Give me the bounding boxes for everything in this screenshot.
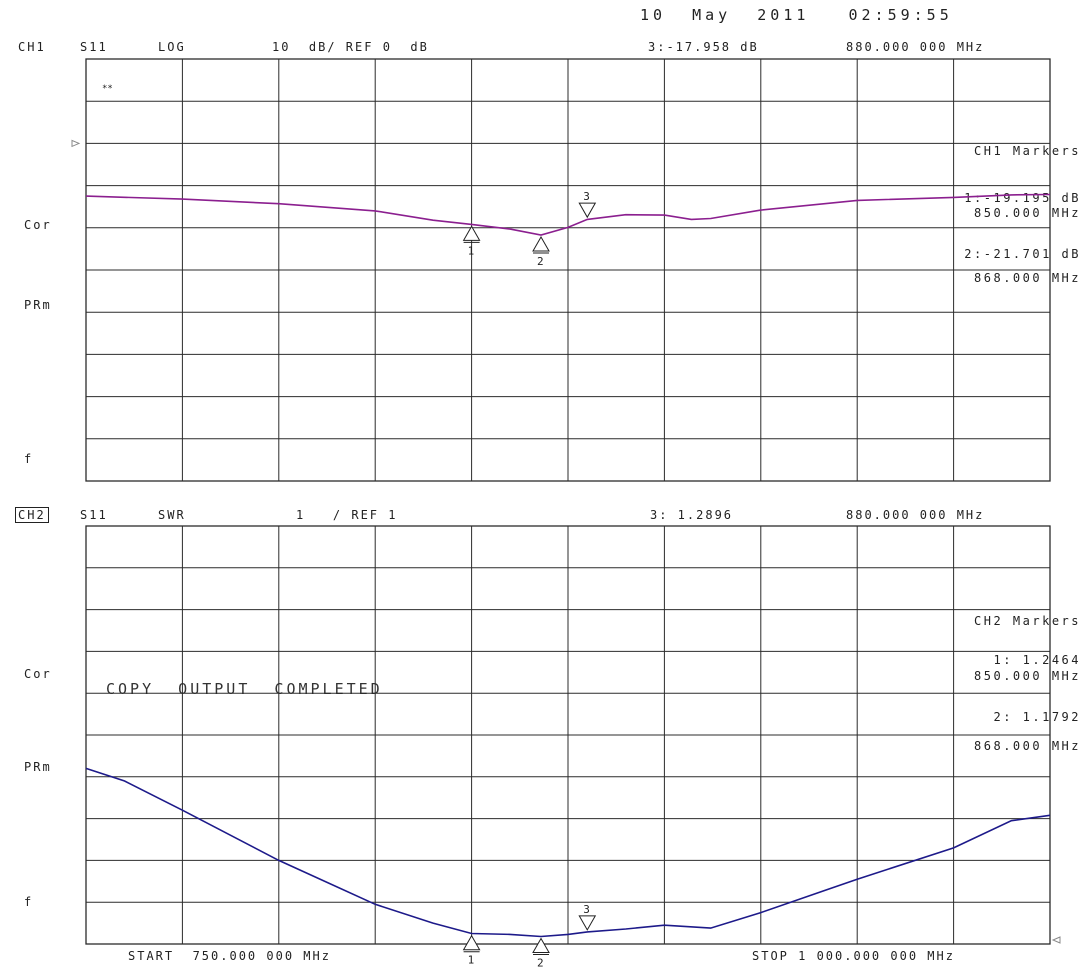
- ch1-active-marker-freq: 880.000 000 MHz: [846, 40, 985, 54]
- ch2-readout-1-freq: 850.000 MHz: [974, 669, 1081, 683]
- marker-2-icon: [532, 937, 550, 954]
- ch2-format: SWR: [158, 508, 186, 522]
- ch2-cor-label: Cor: [24, 667, 52, 681]
- reference-level-icon: [71, 139, 81, 148]
- ch1-cor-label: Cor: [24, 218, 52, 232]
- ch2-param: S11: [80, 508, 108, 522]
- trace-line: [85, 767, 1051, 938]
- ch2-active-marker-value: 3: 1.2896: [650, 508, 734, 522]
- marker-2-number: 2: [537, 957, 544, 969]
- marker-1-number: 1: [468, 954, 475, 967]
- ch2-readout-2-freq: 868.000 MHz: [974, 739, 1081, 753]
- ch1-active-marker-value: 3:-17.958 dB: [648, 40, 759, 54]
- ch1-markers-title: CH1 Markers: [974, 144, 1081, 158]
- marker-2-icon: [532, 235, 550, 252]
- channel-1-plot: 1 2 3: [71, 58, 1051, 482]
- ch1-readout-2-value: 2:-21.701 dB: [964, 247, 1081, 261]
- marker-3-icon: [578, 915, 597, 931]
- marker-1-icon: [462, 225, 481, 241]
- marker-2-number: 2: [537, 255, 544, 268]
- ch1-f-label: f: [24, 452, 34, 466]
- marker-3-icon: [578, 202, 597, 219]
- ch1-format: LOG: [158, 40, 186, 54]
- ch1-param: S11: [80, 40, 108, 54]
- timestamp: 10 May 2011 02:59:55: [640, 6, 953, 24]
- ch1-tiny-label: **: [102, 84, 113, 94]
- ch1-label[interactable]: CH1: [18, 40, 46, 54]
- trace-line: [85, 193, 1051, 236]
- ch2-f-label: f: [24, 895, 34, 909]
- ch2-label[interactable]: CH2: [15, 507, 49, 523]
- ch1-readout-2-freq: 868.000 MHz: [974, 271, 1081, 285]
- marker-3-number: 3: [583, 903, 590, 916]
- ch2-prm-label: PRm: [24, 760, 52, 774]
- ch1-scale: 10 dB/ REF 0 dB: [272, 40, 429, 54]
- ch1-readout-1-freq: 850.000 MHz: [974, 206, 1081, 220]
- stop-frequency-label: STOP 1 000.000 000 MHz: [752, 949, 955, 963]
- ch1-prm-label: PRm: [24, 298, 52, 312]
- ch2-scale: 1 / REF 1: [296, 508, 398, 522]
- channel-2-plot: 1 2 3: [85, 525, 1061, 969]
- marker-1-icon: [462, 934, 481, 951]
- reference-level-icon: [1051, 936, 1061, 944]
- start-frequency-label: START 750.000 000 MHz: [128, 949, 331, 963]
- ch2-markers-title: CH2 Markers: [974, 614, 1081, 628]
- ch2-active-marker-freq: 880.000 000 MHz: [846, 508, 985, 522]
- marker-3-number: 3: [583, 190, 590, 203]
- marker-1-number: 1: [468, 244, 475, 257]
